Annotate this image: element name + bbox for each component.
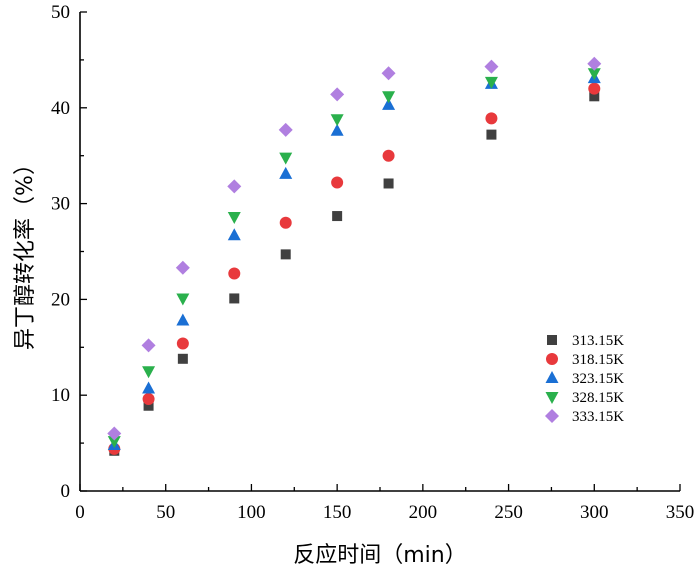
data-point: [279, 216, 292, 229]
data-point: [175, 260, 190, 275]
y-tick-label: 10: [51, 385, 70, 406]
data-point: [278, 122, 293, 137]
data-point: [330, 123, 344, 136]
data-point: [332, 211, 343, 222]
x-tick-label: 100: [237, 502, 266, 523]
data-point: [107, 436, 121, 449]
legend-label: 333.15K: [572, 409, 624, 425]
data-point: [176, 313, 190, 326]
x-tick-label: 0: [75, 502, 85, 523]
legend-label: 313.15K: [572, 333, 624, 349]
data-point: [142, 381, 156, 394]
data-point: [381, 66, 396, 81]
data-point: [141, 338, 156, 353]
data-point: [587, 68, 601, 81]
data-point: [143, 400, 154, 411]
data-point: [227, 228, 241, 241]
data-point: [227, 179, 242, 194]
data-points: [107, 56, 602, 456]
data-point: [589, 91, 600, 102]
x-tick-label: 200: [409, 502, 438, 523]
x-tick-label: 250: [494, 502, 523, 523]
data-point: [279, 152, 293, 165]
y-tick-label: 50: [51, 2, 70, 23]
x-tick-label: 350: [666, 502, 695, 523]
legend-marker: [545, 371, 559, 383]
data-point: [382, 149, 395, 162]
data-point: [331, 176, 344, 189]
y-axis-title: 异丁醇转化率（%）: [13, 153, 38, 350]
data-point: [228, 267, 241, 280]
data-point: [383, 178, 394, 189]
x-axis-ticks: 0 50 100 150 200 250 300 350: [75, 484, 694, 523]
data-point: [484, 59, 499, 74]
data-point: [176, 337, 189, 350]
data-point: [176, 293, 190, 306]
legend: 313.15K 318.15K 323.15K 328.15K 333.15K: [545, 333, 624, 425]
data-point: [484, 76, 498, 89]
data-point: [177, 353, 188, 364]
data-point: [107, 426, 122, 441]
legend-marker: [546, 353, 558, 365]
legend-label: 328.15K: [572, 390, 624, 406]
y-tick-label: 0: [61, 481, 71, 502]
data-point: [279, 166, 293, 179]
y-tick-label: 40: [51, 98, 70, 119]
data-point: [588, 82, 601, 95]
legend-label: 323.15K: [572, 371, 624, 387]
y-axis-ticks: 0 10 20 30 40 50: [51, 2, 87, 502]
data-point: [330, 87, 345, 102]
data-point: [587, 56, 602, 71]
legend-marker: [545, 392, 559, 404]
y-tick-label: 30: [51, 194, 70, 215]
data-point: [280, 249, 291, 260]
data-point: [142, 366, 156, 379]
data-point: [142, 393, 155, 406]
y-tick-label: 20: [51, 289, 70, 310]
data-point: [227, 212, 241, 225]
data-point: [330, 114, 344, 127]
data-point: [229, 293, 240, 304]
data-point: [485, 112, 498, 125]
data-point: [382, 97, 396, 110]
legend-label: 318.15K: [572, 352, 624, 368]
x-axis-title: 反应时间（min）: [293, 543, 467, 568]
legend-marker: [545, 409, 559, 423]
legend-marker: [547, 335, 557, 345]
data-point: [382, 91, 396, 104]
x-tick-label: 150: [323, 502, 352, 523]
x-tick-label: 50: [156, 502, 175, 523]
data-point: [486, 129, 497, 140]
x-tick-label: 300: [580, 502, 609, 523]
